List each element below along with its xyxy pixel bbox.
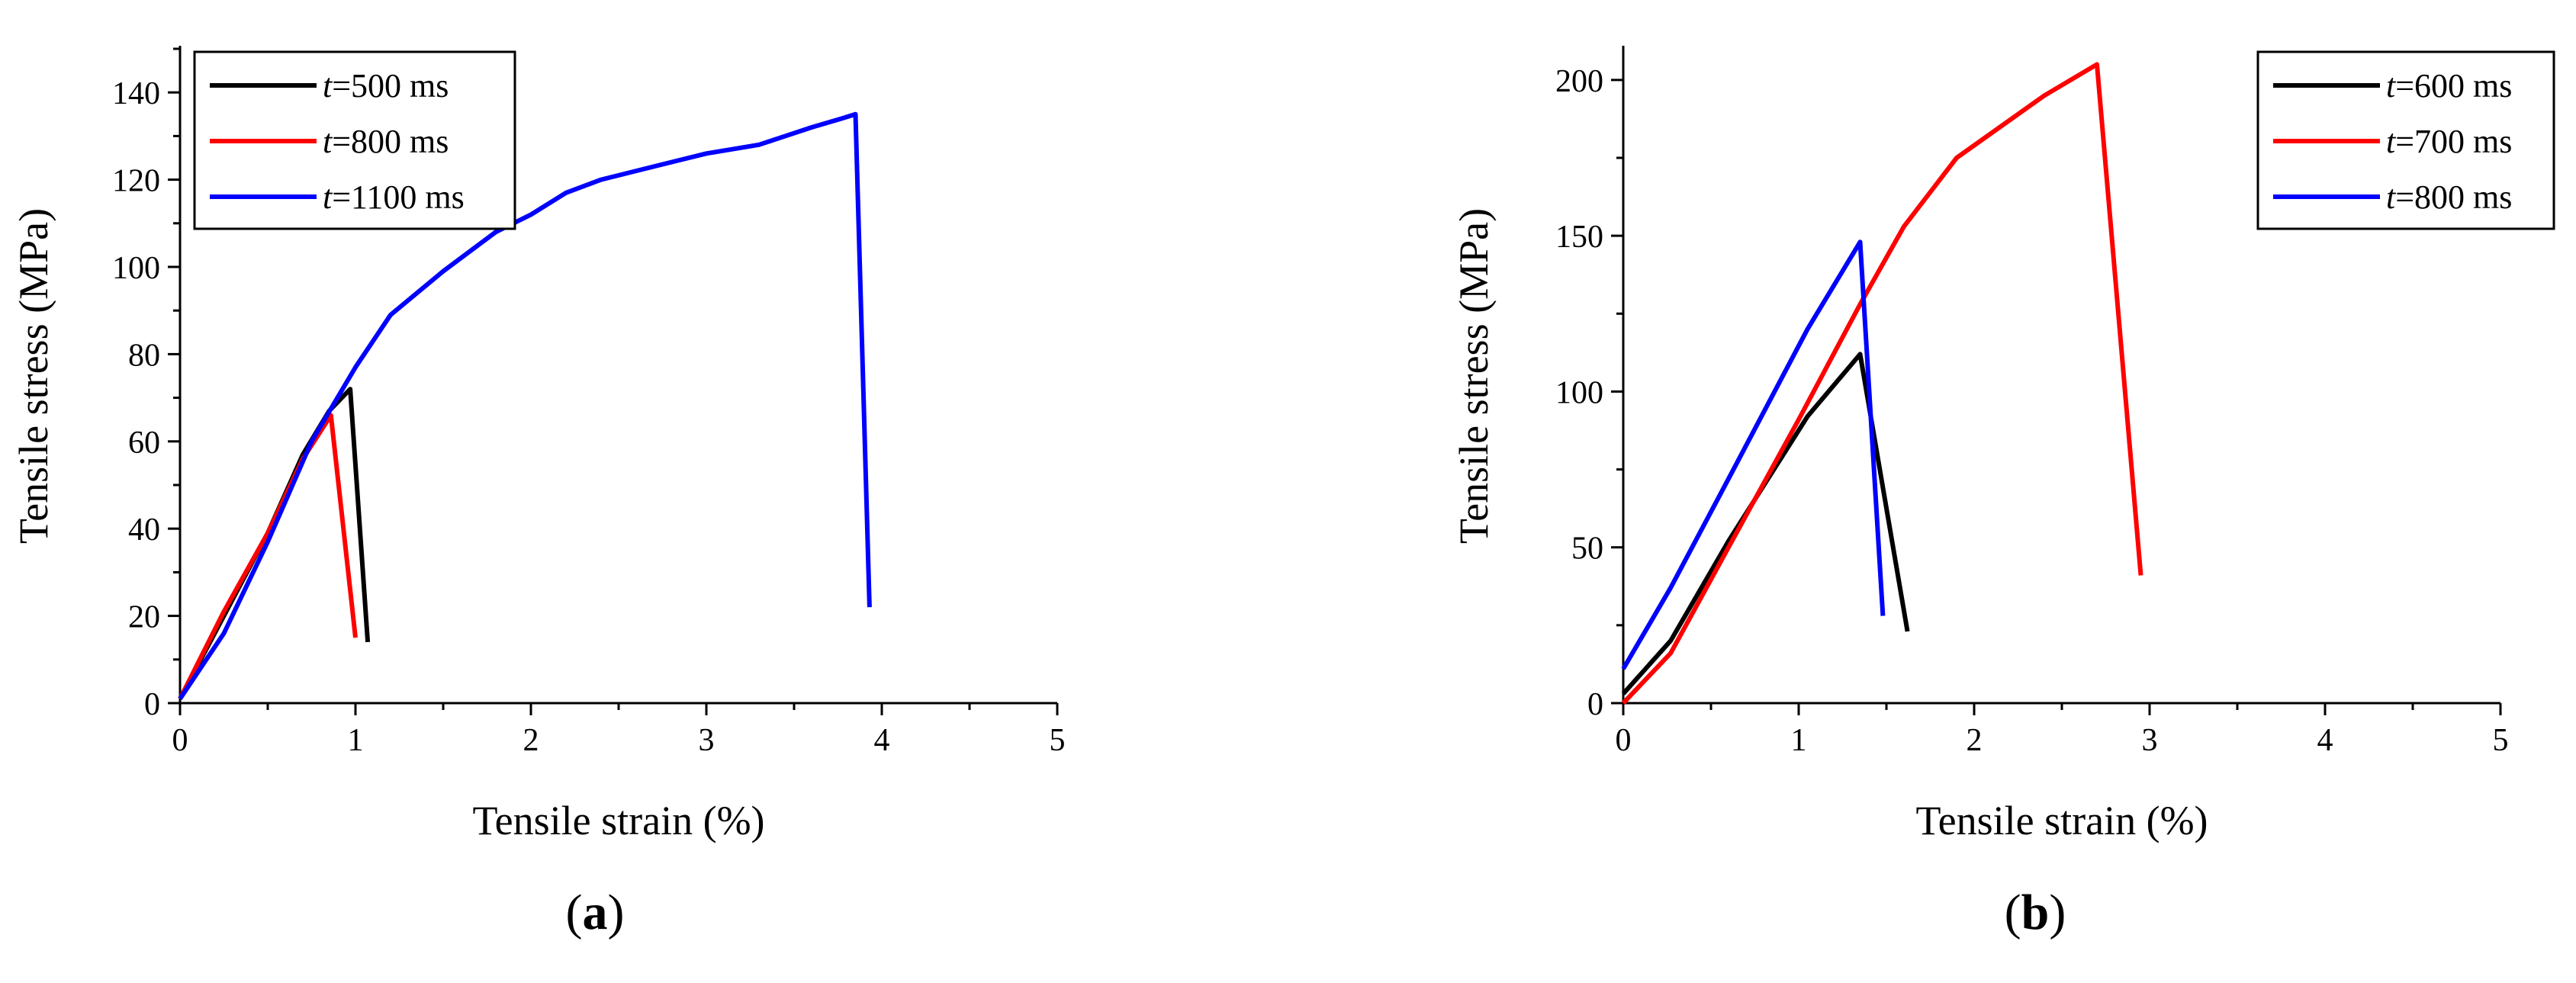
y-tick-label: 40 xyxy=(128,512,160,548)
y-tick-label: 140 xyxy=(112,76,160,111)
y-tick-label: 100 xyxy=(112,251,160,286)
legend-label: t=600 ms xyxy=(2386,67,2512,104)
legend-label-var: t xyxy=(323,123,333,160)
y-tick-label: 0 xyxy=(144,687,160,722)
y-tick-label: 120 xyxy=(112,164,160,199)
legend-label-value: =800 ms xyxy=(2395,178,2512,216)
legend: t=600 mst=700 mst=800 ms xyxy=(2256,50,2555,230)
x-axis-title: Tensile strain (%) xyxy=(472,798,764,843)
y-tick-label: 150 xyxy=(1555,220,1603,255)
series-line-2 xyxy=(178,111,872,700)
legend-label: t=1100 ms xyxy=(323,178,465,216)
legend-label: t=800 ms xyxy=(323,123,449,160)
x-tick-label: 1 xyxy=(1791,723,1807,758)
legend-label-value: =1100 ms xyxy=(332,178,465,216)
x-tick-label: 3 xyxy=(699,723,715,758)
y-axis-title: Tensile stress (MPa) xyxy=(11,208,56,544)
series-line-0 xyxy=(178,387,371,700)
x-tick-label: 2 xyxy=(1967,723,1983,758)
legend-label-value: =500 ms xyxy=(332,67,449,104)
x-tick-label: 5 xyxy=(2493,723,2509,758)
legend-label: t=800 ms xyxy=(2386,178,2512,216)
y-tick-label: 60 xyxy=(128,426,160,461)
legend-label-value: =600 ms xyxy=(2395,67,2512,104)
panel-label-a: (a) xyxy=(566,885,625,940)
legend-label-var: t xyxy=(2386,123,2397,160)
x-tick-label: 4 xyxy=(2317,723,2333,758)
y-tick-label: 0 xyxy=(1587,687,1603,722)
legend-label-value: =800 ms xyxy=(332,123,449,160)
y-tick-label: 80 xyxy=(128,338,160,373)
legend-label-var: t xyxy=(2386,178,2397,216)
x-tick-label: 4 xyxy=(874,723,890,758)
legend-label-var: t xyxy=(2386,67,2397,104)
panel-label-b: (b) xyxy=(2005,885,2066,940)
y-axis-title: Tensile stress (MPa) xyxy=(1451,208,1497,544)
chart-a: 0 1 2 3 4 5 0 20 40 60 80 100 120 140 Tensile strain (… xyxy=(11,46,1066,843)
y-tick-label: 50 xyxy=(1571,532,1603,567)
x-tick-label: 5 xyxy=(1050,723,1066,758)
series-line-1 xyxy=(1621,62,2143,705)
legend-label-value: =700 ms xyxy=(2395,123,2512,160)
series-line-2 xyxy=(1621,239,1886,670)
legend-label: t=500 ms xyxy=(323,67,449,104)
x-tick-label: 0 xyxy=(1616,723,1632,758)
x-tick-label: 3 xyxy=(2142,723,2158,758)
y-tick-label: 200 xyxy=(1555,64,1603,99)
legend-label-var: t xyxy=(323,67,333,104)
legend-label-var: t xyxy=(323,178,333,216)
x-tick-label: 2 xyxy=(523,723,539,758)
x-tick-label: 0 xyxy=(172,723,188,758)
y-tick-label: 100 xyxy=(1555,375,1603,410)
legend: t=500 mst=800 mst=1100 ms xyxy=(193,50,516,230)
legend-label: t=700 ms xyxy=(2386,123,2512,160)
y-tick-label: 20 xyxy=(128,600,160,635)
x-tick-label: 1 xyxy=(348,723,364,758)
x-axis-title: Tensile strain (%) xyxy=(1915,798,2208,843)
